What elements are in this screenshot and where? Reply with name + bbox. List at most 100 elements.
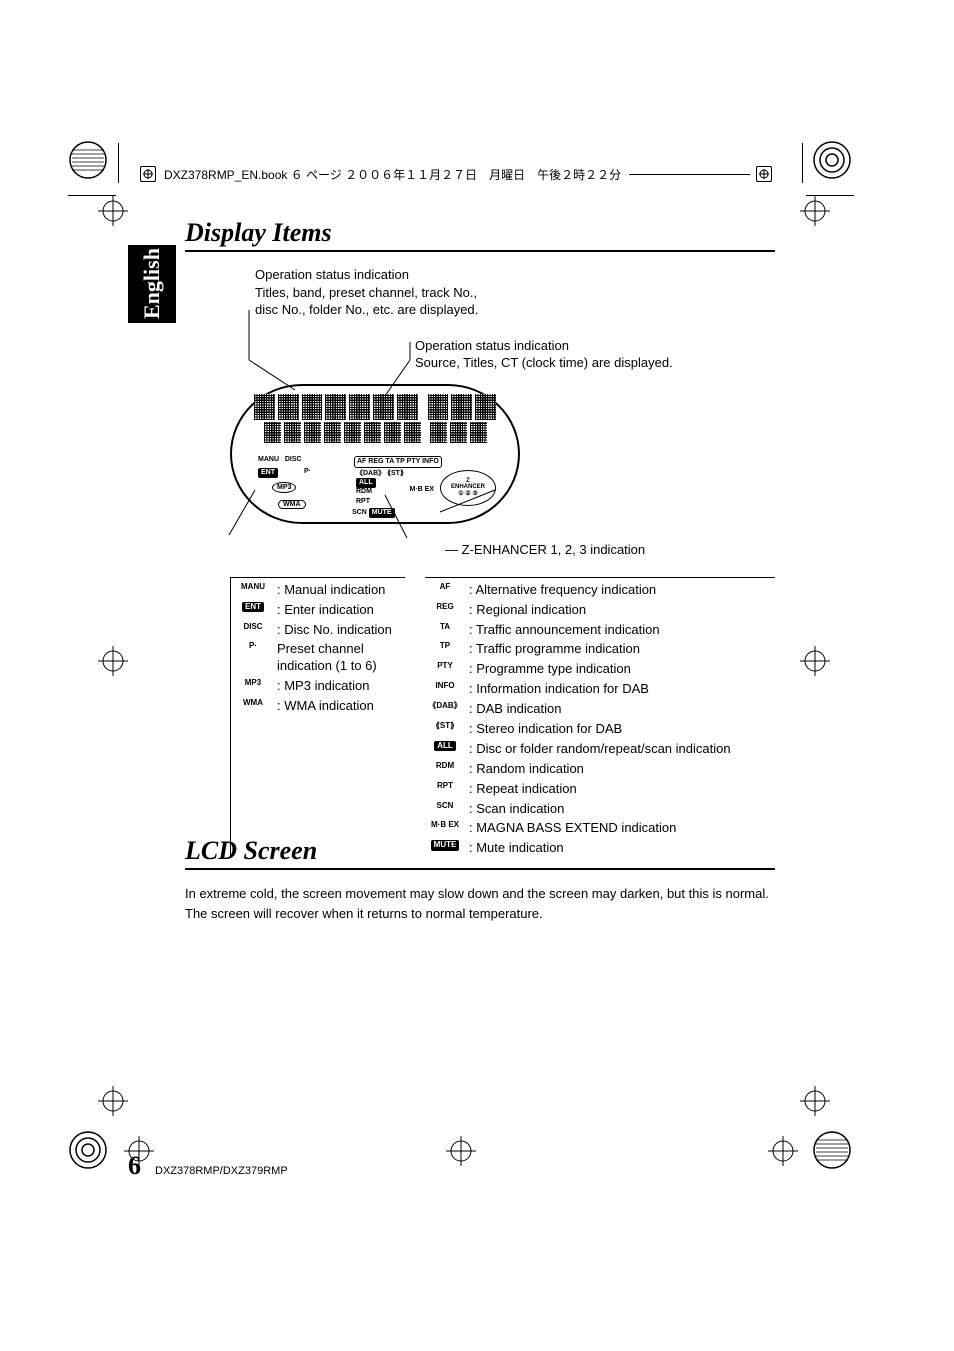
legend-text: : WMA indication [277,698,405,715]
legend-icon: MANU [235,582,271,592]
crosshair-icon [800,196,830,226]
ind-mp3: MP3 [272,482,296,493]
legend-text: : Information indication for DAB [469,681,775,698]
legend-icon: SCN [427,801,463,811]
ind-mbex: M·B EX [410,486,435,493]
intro-callout: Operation status indication Titles, band… [255,266,775,319]
legend-text: : Regional indication [469,602,775,619]
intro-line: Operation status indication [255,266,775,284]
ind-ent: ENT [258,468,278,478]
legend-text: : Alternative frequency indication [469,582,775,599]
legend-icon: WMA [235,698,271,708]
legend-text: : Traffic announcement indication [469,622,775,639]
crosshair-icon [768,1136,798,1166]
legend-row: PTY : Programme type indication [427,661,775,678]
ind-p: P· [304,468,311,475]
legend-row: 《DAB》 : DAB indication [427,701,775,718]
section-title-display-items: Display Items [185,218,775,252]
crosshair-icon [98,1086,128,1116]
crop-line [802,143,803,183]
ind-rdm: RDM [356,488,372,495]
crosshair-icon [800,646,830,676]
ind-disc: DISC [285,456,302,463]
legend-icon: TP [427,641,463,651]
ind-dab: 《DAB》 ⟪ST⟫ [356,468,404,478]
legend-row: MANU : Manual indication [235,582,405,599]
header-filepath: DXZ378RMP_EN.book ６ ページ ２００６年１１月２７日 月曜日 … [140,160,780,188]
filepath-text: DXZ378RMP_EN.book ６ ページ ２００６年１１月２７日 月曜日 … [164,166,621,183]
legend-icon: REG [427,602,463,612]
legend-icon: PTY [427,661,463,671]
legend-right: AF: Alternative frequency indication REG:… [425,577,775,857]
lcd-body-text: In extreme cold, the screen movement may… [185,884,775,923]
print-mark-tl [68,140,108,180]
legend-icon: MP3 [235,678,271,688]
ind-mute: MUTE [369,508,395,518]
ind-scn: SCN [352,509,367,516]
legend-icon: P· [235,641,271,651]
legend-row: TA : Traffic announcement indication [427,622,775,639]
model-number: DXZ378RMP/DXZ379RMP [155,1165,288,1177]
legend-text: : MAGNA BASS EXTEND indication [469,820,775,837]
legend-row: ALL: Disc or folder random/repeat/scan i… [427,741,775,758]
legend-icon: DISC [235,622,271,632]
section-title-lcd-screen: LCD Screen [185,836,775,870]
legend-icon: TA [427,622,463,632]
legend-row: P· Preset channel indication (1 to 6) [235,641,405,675]
ind-all: ALL [356,478,376,488]
legend-text: : Stereo indication for DAB [469,721,775,738]
print-mark-tr [812,140,852,180]
legend-text: : Programme type indication [469,661,775,678]
z-enhancer-text: Z-ENHANCER 1, 2, 3 indication [462,542,646,557]
legend-text: : Enter indication [277,602,405,619]
crop-line [806,195,854,196]
crosshair-icon [800,1086,830,1116]
ind-af-row: AF REG TA TP PTY INFO [354,456,442,468]
z-bot: ① ② ③ [458,490,477,497]
legend-row: REG : Regional indication [427,602,775,619]
legend-text: Preset channel indication (1 to 6) [277,641,405,675]
crop-line [68,195,116,196]
page-number: 6 [128,1151,141,1181]
z-enhancer-note: — Z-ENHANCER 1, 2, 3 indication [445,542,775,557]
callout-line: Source, Titles, CT (clock time) are disp… [415,354,775,372]
ind-z-enhancer: Z ENHANCER ① ② ③ [440,470,496,506]
crosshair-icon [98,646,128,676]
legend-icon: INFO [427,681,463,691]
legend-icon: ⟪ST⟫ [427,721,463,731]
language-tab: English [128,245,176,323]
lcd-display-diagram: MANU DISC AF REG TA TP PTY INFO ENT P· 《… [230,384,520,524]
ind-rpt: RPT [356,498,370,505]
legend-icon: ENT [235,602,271,612]
intro-line: disc No., folder No., etc. are displayed… [255,301,775,319]
legend-icon: 《DAB》 [427,701,463,711]
legend-icon: RDM [427,761,463,771]
legend-text: : MP3 indication [277,678,405,695]
legend-text: : DAB indication [469,701,775,718]
callout-line: Operation status indication [415,337,775,355]
legend-text: : Scan indication [469,801,775,818]
ind-wma: WMA [278,500,306,509]
legend-row: WMA : WMA indication [235,698,405,715]
legend-icon: RPT [427,781,463,791]
legend-row: MP3 : MP3 indication [235,678,405,695]
legend-left: MANU : Manual indication ENT : Enter indica… [230,577,405,857]
print-mark-br [812,1130,852,1170]
legend-row: M·B EX: MAGNA BASS EXTEND indication [427,820,775,837]
crosshair-icon [446,1136,476,1166]
legend-row: SCN : Scan indication [427,801,775,818]
legend-row: RPT: Repeat indication [427,781,775,798]
legend-text: : Disc or folder random/repeat/scan indi… [469,741,775,758]
legend-row: DISC : Disc No. indication [235,622,405,639]
ind-manu: MANU [258,456,279,463]
page-footer: 6 DXZ378RMP/DXZ379RMP [128,1151,288,1181]
legend-text: : Disc No. indication [277,622,405,639]
legend-text: : Manual indication [277,582,405,599]
legend-row: INFO : Information indication for DAB [427,681,775,698]
legend-row: ⟪ST⟫ : Stereo indication for DAB [427,721,775,738]
legend-row: RDM: Random indication [427,761,775,778]
legend-text: : Traffic programme indication [469,641,775,658]
crosshair-icon [98,196,128,226]
legend-row: ENT : Enter indication [235,602,405,619]
legend-row: AF: Alternative frequency indication [427,582,775,599]
